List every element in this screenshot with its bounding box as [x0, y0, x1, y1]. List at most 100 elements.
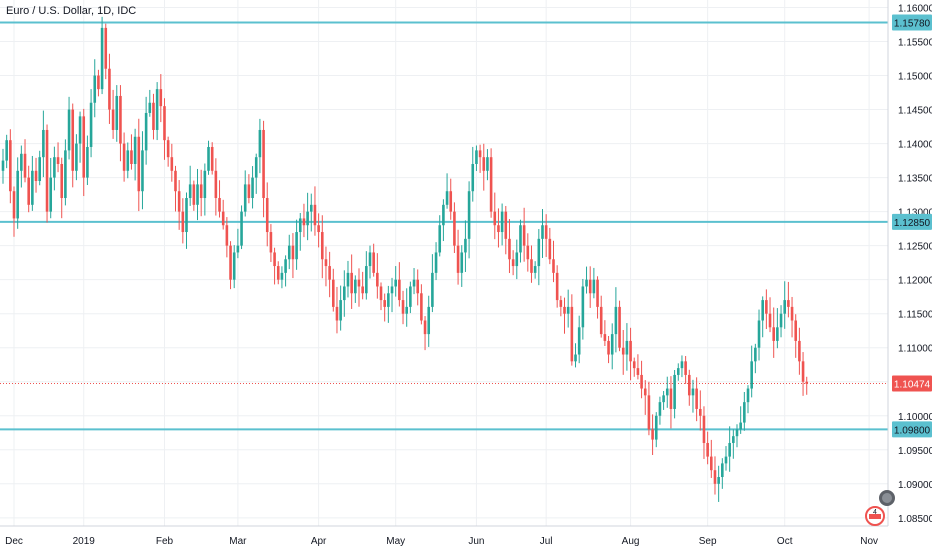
candle-body — [673, 374, 676, 409]
candle-body — [548, 238, 552, 260]
candle-body — [416, 279, 420, 294]
flag-event-icon[interactable] — [877, 488, 897, 508]
candle-body — [533, 266, 537, 273]
y-tick-label: 1.08500 — [898, 514, 932, 525]
x-tick-label: May — [386, 536, 405, 547]
candle-body — [772, 327, 775, 341]
candle-body — [776, 327, 779, 341]
candle-body — [229, 245, 232, 280]
candle-body — [504, 211, 508, 239]
candle-body — [544, 225, 548, 239]
candle-body — [232, 252, 236, 280]
candle-body — [442, 204, 445, 226]
candle-body — [317, 225, 320, 233]
candle-body — [56, 157, 60, 164]
candle-body — [287, 245, 291, 260]
candle-body — [687, 374, 691, 396]
candle-body — [629, 340, 632, 362]
candle-body — [210, 146, 214, 171]
candle-body — [394, 279, 397, 287]
candle-body — [434, 252, 438, 273]
candle-body — [665, 388, 669, 396]
y-tick-label: 1.11000 — [898, 344, 932, 355]
candle-body — [445, 191, 449, 205]
candle-body — [181, 211, 185, 233]
candle-body — [192, 184, 196, 205]
price-badges: 1.15780 1.12850 1.09800 1.10474 — [892, 14, 932, 438]
candle-body — [581, 286, 585, 328]
candle-body — [269, 232, 273, 253]
candle-body — [621, 347, 625, 355]
candle-body — [412, 279, 416, 287]
candle-body — [746, 388, 750, 403]
candle-body — [647, 395, 651, 430]
candle-body — [170, 157, 174, 171]
candle-body — [790, 306, 794, 321]
candle-body — [67, 109, 71, 151]
candle-body — [295, 232, 298, 260]
candle-body — [460, 252, 464, 273]
candle-body — [82, 116, 86, 178]
candle-body — [368, 252, 372, 267]
x-tick-label: Dec — [5, 536, 23, 547]
candle-body — [456, 245, 460, 273]
candle-body — [449, 191, 453, 212]
candle-body — [475, 150, 478, 164]
level-badge-label: 1.09800 — [894, 425, 931, 436]
horizontal-levels[interactable] — [0, 21, 888, 431]
candle-body — [280, 272, 284, 280]
candle-body — [332, 279, 335, 307]
candle-body — [676, 368, 680, 375]
candle-body — [618, 306, 621, 348]
candle-body — [585, 279, 588, 287]
candle-body — [717, 477, 720, 484]
candle-body — [794, 320, 798, 341]
candle-body — [108, 68, 111, 110]
candle-body — [493, 211, 497, 226]
candle-body — [387, 293, 390, 307]
svg-text:4: 4 — [873, 509, 877, 516]
time-axis[interactable]: Dec 2019 Feb Mar Apr May Jun Jul Aug Sep Oct Nov — [0, 525, 888, 547]
candle-body — [38, 157, 41, 182]
candle-body — [291, 245, 295, 260]
economic-event-icon[interactable]: 4 — [864, 505, 886, 527]
candle-body — [273, 252, 276, 267]
level-badge — [892, 14, 932, 31]
candle-body — [732, 436, 735, 443]
candle-body — [798, 340, 801, 362]
candle-body — [207, 146, 210, 171]
candle-body — [596, 279, 599, 307]
candle-body — [251, 177, 254, 199]
candle-body — [23, 153, 27, 178]
candle-body — [702, 415, 706, 443]
candle-body — [148, 102, 152, 113]
candle-body — [577, 327, 581, 355]
candle-body — [508, 238, 511, 260]
x-tick-label: Jun — [468, 536, 484, 547]
candle-body — [555, 272, 559, 301]
level-badge — [892, 421, 932, 438]
candle-body — [482, 157, 486, 171]
candle-body — [177, 191, 181, 212]
x-tick-label: Feb — [156, 536, 174, 547]
candle-body — [721, 463, 724, 478]
candle-body — [5, 140, 8, 161]
candle-body — [713, 470, 717, 484]
candle-body — [464, 238, 467, 253]
candle-body — [787, 300, 790, 307]
x-tick-label: Aug — [622, 536, 640, 547]
candle-body — [93, 75, 97, 103]
candle-body — [328, 266, 331, 280]
candle-body — [97, 75, 100, 90]
candle-body — [240, 211, 243, 246]
candle-body — [423, 320, 427, 335]
price-axis[interactable]: 1.16000 1.15500 1.15000 1.14500 1.14000 1.135… — [887, 0, 932, 526]
candle-body — [372, 252, 375, 273]
candle-body — [49, 177, 53, 212]
candle-body — [196, 184, 199, 205]
candle-body — [133, 136, 137, 164]
x-tick-label: Apr — [311, 536, 327, 547]
candle-body — [166, 140, 170, 158]
level-badge-label: 1.15780 — [894, 18, 931, 29]
